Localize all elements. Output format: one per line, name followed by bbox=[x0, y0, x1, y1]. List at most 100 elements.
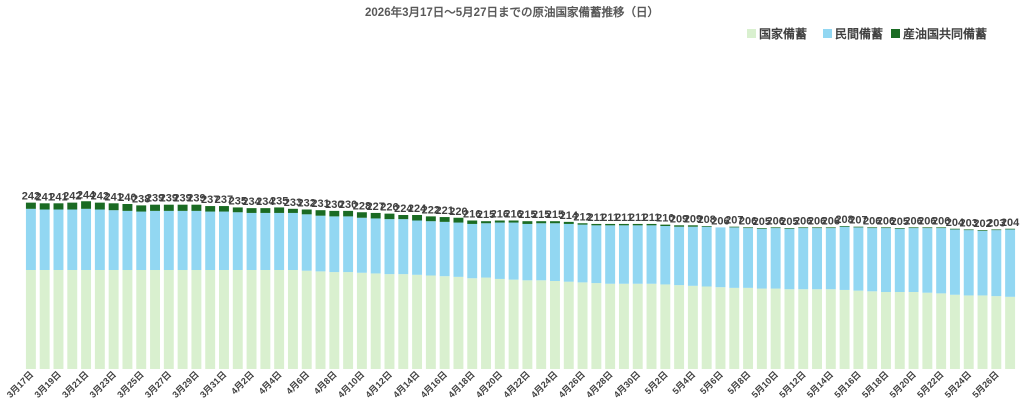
bar-joint bbox=[67, 202, 78, 210]
data-label-total: 239 bbox=[187, 193, 205, 205]
x-tick-label: 5月4日 bbox=[670, 369, 697, 396]
data-label-total: 242 bbox=[63, 191, 81, 203]
data-label-total: 206 bbox=[918, 215, 936, 227]
bar-national bbox=[1005, 296, 1016, 369]
bar-national bbox=[550, 281, 560, 369]
bar-national bbox=[425, 275, 436, 369]
x-tick-label: 5月16日 bbox=[832, 369, 862, 399]
bar-joint bbox=[494, 220, 505, 223]
data-label-total: 205 bbox=[891, 216, 909, 228]
bar-national bbox=[812, 289, 822, 369]
bar-national bbox=[991, 296, 1002, 370]
bar-joint bbox=[1005, 228, 1016, 230]
bar-national bbox=[301, 270, 312, 369]
bar-national bbox=[894, 292, 905, 369]
bar-national bbox=[205, 270, 216, 369]
bar-joint bbox=[660, 224, 671, 227]
bar-private bbox=[936, 228, 947, 294]
bar-national bbox=[632, 283, 643, 369]
bar-joint bbox=[605, 223, 616, 226]
bar-national bbox=[536, 280, 547, 369]
bar-joint bbox=[301, 209, 312, 215]
bar-national bbox=[329, 272, 340, 369]
bar-national bbox=[25, 270, 36, 369]
bar-national bbox=[784, 289, 795, 369]
bar-national bbox=[177, 270, 188, 369]
bar-private bbox=[894, 228, 905, 292]
data-label-total: 206 bbox=[711, 215, 729, 227]
x-tick-label: 4月26日 bbox=[557, 369, 587, 399]
bar-private bbox=[660, 226, 671, 285]
bar-joint bbox=[370, 212, 381, 219]
data-label-total: 224 bbox=[394, 203, 413, 215]
bar-private bbox=[481, 223, 491, 278]
bar-joint bbox=[81, 201, 92, 209]
data-label-total: 202 bbox=[973, 218, 991, 230]
x-tick-label: 4月22日 bbox=[501, 369, 531, 399]
data-label-total: 206 bbox=[822, 215, 840, 227]
x-tick-label: 5月12日 bbox=[777, 369, 807, 399]
bar-private bbox=[232, 212, 243, 270]
bar-private bbox=[991, 230, 1002, 297]
bar-national bbox=[494, 278, 505, 369]
bar-joint bbox=[177, 204, 188, 211]
data-label-total: 231 bbox=[311, 198, 329, 210]
x-tick-label: 5月20日 bbox=[888, 369, 918, 399]
bar-joint bbox=[839, 226, 850, 227]
data-label-total: 206 bbox=[904, 215, 922, 227]
bar-joint bbox=[467, 220, 478, 224]
bar-national bbox=[274, 270, 285, 369]
x-tick-label: 4月6日 bbox=[284, 369, 311, 396]
x-tick-label: 4月18日 bbox=[446, 369, 476, 399]
bar-national bbox=[398, 274, 409, 370]
bar-private bbox=[853, 227, 864, 291]
bar-private bbox=[425, 221, 436, 276]
data-label-total: 239 bbox=[173, 193, 191, 205]
bar-joint bbox=[991, 229, 1002, 231]
data-label-total: 206 bbox=[794, 215, 812, 227]
bar-joint bbox=[591, 223, 602, 226]
legend-label-national: 国家備蓄 bbox=[759, 26, 807, 41]
data-label-total: 237 bbox=[201, 194, 219, 206]
data-label-total: 230 bbox=[339, 199, 357, 211]
x-tick-label: 4月12日 bbox=[363, 369, 393, 399]
x-tick-label: 3月23日 bbox=[88, 369, 118, 399]
bar-national bbox=[770, 288, 781, 369]
bar-joint bbox=[122, 204, 133, 211]
data-label-total: 203 bbox=[987, 217, 1005, 229]
x-tick-label: 4月8日 bbox=[312, 369, 339, 396]
bar-private bbox=[729, 227, 740, 288]
bar-joint bbox=[812, 227, 822, 229]
bar-private bbox=[743, 228, 754, 288]
bar-joint bbox=[246, 208, 257, 213]
bar-private bbox=[977, 230, 988, 296]
data-label-total: 230 bbox=[325, 199, 343, 211]
bar-joint bbox=[384, 213, 395, 220]
x-tick-label: 4月28日 bbox=[584, 369, 614, 399]
bar-national bbox=[715, 287, 726, 369]
bar-national bbox=[936, 293, 947, 370]
data-label-total: 206 bbox=[877, 215, 895, 227]
data-label-total: 215 bbox=[546, 209, 564, 221]
bar-national bbox=[191, 270, 202, 369]
bar-joint bbox=[936, 227, 947, 229]
bar-private bbox=[205, 211, 216, 270]
bar-joint bbox=[701, 226, 712, 227]
bar-joint bbox=[798, 227, 809, 229]
x-tick-label: 4月24日 bbox=[529, 369, 559, 399]
data-label-total: 235 bbox=[270, 195, 288, 207]
data-label-total: 206 bbox=[739, 215, 757, 227]
bar-private bbox=[260, 212, 271, 270]
bar-joint bbox=[53, 203, 64, 210]
data-label-total: 244 bbox=[77, 189, 96, 201]
bar-joint bbox=[977, 230, 988, 231]
data-label-total: 241 bbox=[49, 191, 67, 203]
bar-national bbox=[481, 277, 491, 369]
bar-joint bbox=[949, 228, 960, 230]
bar-national bbox=[260, 270, 271, 369]
x-tick-label: 3月25日 bbox=[115, 369, 145, 399]
bar-national bbox=[853, 290, 864, 370]
x-tick-label: 5月22日 bbox=[915, 369, 945, 399]
data-label-total: 210 bbox=[656, 213, 674, 225]
